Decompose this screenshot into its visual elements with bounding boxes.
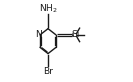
Text: N: N <box>36 30 42 39</box>
Text: Si: Si <box>72 30 80 39</box>
Text: Br: Br <box>43 67 53 76</box>
Text: NH$_2$: NH$_2$ <box>39 2 58 15</box>
